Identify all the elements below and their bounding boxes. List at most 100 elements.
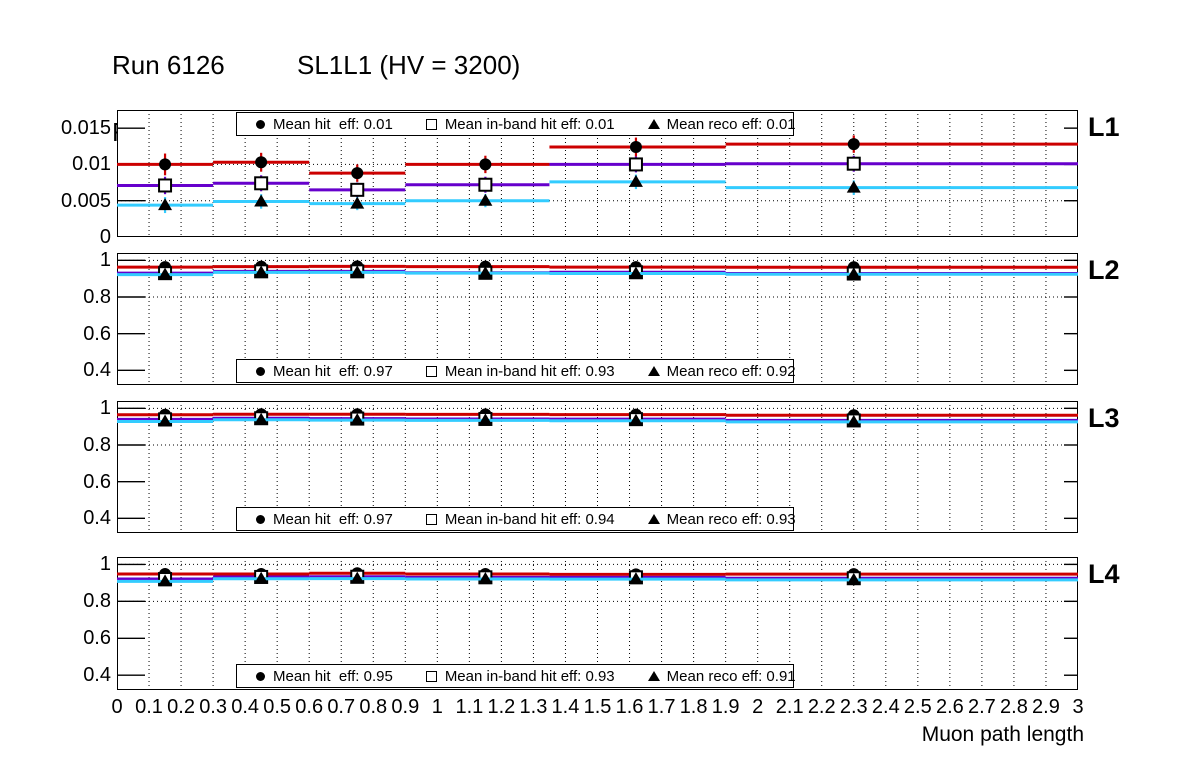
legend-entry-inband[interactable]: Mean in-band hit eff: 0.01: [419, 116, 617, 133]
y-tick-label: 0.005: [60, 189, 111, 212]
legend-l3[interactable]: Mean hit eff: 0.97 Mean in-band hit eff: …: [236, 507, 796, 531]
panel-graphics: [117, 253, 1078, 385]
legend-label-reco-eff: Mean reco eff: 0.01: [666, 115, 796, 133]
x-tick-label: 2.1: [775, 696, 804, 718]
y-tick-label: 0.4: [83, 664, 111, 687]
filled-circle-icon: [255, 671, 265, 681]
marker-triangle: [478, 571, 493, 584]
legend-entry-inband[interactable]: Mean in-band hit eff: 0.93: [419, 363, 617, 380]
legend-entry-hit[interactable]: Mean hit eff: 0.97: [247, 511, 395, 528]
legend-entry-inband[interactable]: Mean in-band hit eff: 0.94: [419, 511, 617, 528]
legend-label-hit-eff: Mean hit eff: 0.01: [273, 115, 393, 133]
marker-triangle: [628, 572, 643, 585]
series-circle: [117, 135, 1078, 182]
panel-graphics: [117, 557, 1078, 690]
x-tick-label: 1.7: [647, 696, 676, 718]
marker-square: [846, 156, 861, 171]
legend-entry-hit[interactable]: Mean hit eff: 0.95: [247, 668, 395, 685]
x-tick-label: 0: [111, 696, 123, 718]
marker-triangle: [254, 571, 269, 584]
legend-label-inband-eff: Mean in-band hit eff: 0.94: [444, 510, 615, 528]
filled-circle-icon: [255, 514, 265, 524]
filled-circle-icon: [255, 119, 265, 129]
marker-triangle: [350, 413, 365, 426]
y-tick-label: 0.6: [83, 322, 111, 345]
marker-circle: [847, 138, 860, 151]
marker-triangle: [628, 266, 643, 279]
open-square-icon: [426, 513, 438, 525]
legend-label-inband-eff: Mean in-band hit eff: 0.01: [444, 115, 615, 133]
marker-triangle: [478, 193, 493, 206]
x-tick-label: 0.6: [295, 696, 324, 718]
x-tick-label: 1.1: [455, 696, 484, 718]
x-tick-label: 1.2: [487, 696, 516, 718]
x-tick-label: 1.3: [519, 696, 548, 718]
x-axis-title: Muon path length: [921, 723, 1084, 746]
legend-entry-hit[interactable]: Mean hit eff: 0.01: [247, 116, 395, 133]
y-tick-label: 1: [99, 397, 111, 420]
x-tick-label: 2: [752, 696, 764, 718]
legend-l1[interactable]: Mean hit eff: 0.01 Mean in-band hit eff: …: [236, 112, 796, 136]
series-triangle: [117, 412, 1078, 427]
marker-triangle: [846, 267, 861, 280]
y-tick-label: 0.015: [60, 117, 111, 140]
legend-entry-inband[interactable]: Mean in-band hit eff: 0.93: [419, 668, 617, 685]
panel-graphics: [117, 110, 1078, 237]
marker-square: [350, 182, 365, 197]
marker-triangle: [350, 571, 365, 584]
series-triangle: [117, 571, 1078, 587]
panel-label-l4: L4: [1088, 559, 1120, 589]
x-tick-label: 1.6: [615, 696, 644, 718]
x-tick-label: 0.7: [327, 696, 356, 718]
panel-label-l2: L2: [1088, 255, 1120, 285]
x-tick-label: 0.2: [167, 696, 195, 718]
marker-triangle: [254, 412, 269, 425]
y-tick-label: 0.6: [83, 470, 111, 493]
marker-triangle: [254, 265, 269, 278]
legend-marker-inband-eff: [419, 365, 445, 377]
legend-label-hit-eff: Mean hit eff: 0.95: [273, 667, 393, 685]
marker-square: [254, 176, 269, 191]
series-circle: [117, 260, 1078, 274]
marker-square: [158, 178, 173, 193]
legend-l2[interactable]: Mean hit eff: 0.97 Mean in-band hit eff: …: [236, 359, 796, 383]
panel-label-l1: L1: [1088, 112, 1120, 142]
legend-entry-hit[interactable]: Mean hit eff: 0.97: [247, 363, 395, 380]
legend-label-reco-eff: Mean reco eff: 0.91: [666, 667, 796, 685]
series-square: [117, 155, 1078, 198]
y-tick-label: 0.6: [83, 627, 111, 650]
filled-triangle-icon: [647, 119, 660, 129]
x-tick-label: 1.8: [679, 696, 708, 718]
legend-entry-reco[interactable]: Mean reco eff: 0.91: [641, 668, 798, 685]
plot-panel-l4: Mean hit eff: 0.95 Mean in-band hit eff: …: [117, 557, 1078, 690]
x-tick-label: 2.3: [839, 696, 868, 718]
x-tick-label: 0.8: [359, 696, 388, 718]
marker-triangle: [628, 174, 643, 187]
x-tick-label: 1.4: [551, 696, 580, 718]
legend-label-inband-eff: Mean in-band hit eff: 0.93: [444, 362, 615, 380]
marker-triangle: [478, 266, 493, 279]
plot-panel-l2: Mean hit eff: 0.97 Mean in-band hit eff: …: [117, 253, 1078, 385]
legend-marker-hit-eff: [247, 119, 273, 129]
legend-l4[interactable]: Mean hit eff: 0.95 Mean in-band hit eff: …: [236, 664, 796, 688]
legend-entry-reco[interactable]: Mean reco eff: 0.93: [641, 511, 798, 528]
marker-circle: [629, 141, 642, 154]
x-tick-label: 2.6: [935, 696, 964, 718]
y-tick-label: 0.8: [83, 434, 111, 456]
legend-entry-reco[interactable]: Mean reco eff: 0.92: [641, 363, 798, 380]
marker-triangle: [158, 198, 173, 211]
legend-marker-inband-eff: [419, 670, 445, 682]
marker-triangle: [846, 180, 861, 193]
open-square-icon: [426, 365, 438, 377]
legend-entry-reco[interactable]: Mean reco eff: 0.01: [641, 116, 798, 133]
legend-label-hit-eff: Mean hit eff: 0.97: [273, 510, 393, 528]
panel-graphics: [117, 401, 1078, 533]
x-tick-label: 1.9: [711, 696, 740, 718]
x-tick-label: 0.3: [199, 696, 227, 718]
filled-triangle-icon: [647, 514, 660, 524]
legend-marker-hit-eff: [247, 514, 273, 524]
marker-triangle: [350, 265, 365, 278]
legend-label-hit-eff: Mean hit eff: 0.97: [273, 362, 393, 380]
legend-marker-reco-eff: [641, 366, 667, 376]
